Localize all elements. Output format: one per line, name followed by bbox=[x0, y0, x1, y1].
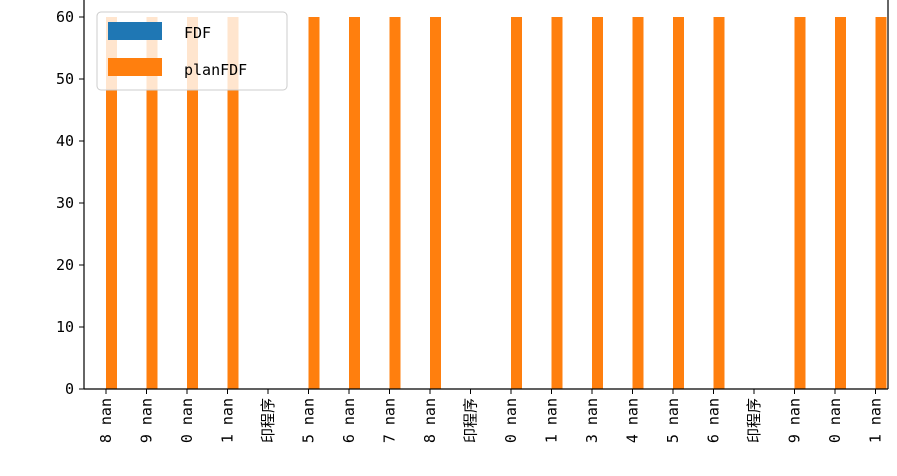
bar-planfdf-1 bbox=[146, 17, 158, 389]
x-tick-label-16: 印程序 bbox=[745, 398, 763, 443]
bar-planfdf-12 bbox=[592, 17, 603, 389]
x-tick-label-11: 1 nan bbox=[543, 398, 561, 443]
x-tick-label-9: 印程序 bbox=[462, 398, 480, 443]
x-tick-label-19: 1 nan bbox=[867, 398, 885, 443]
y-tick-label-0: 0 bbox=[65, 380, 74, 398]
legend-swatch-fdf bbox=[108, 22, 162, 40]
x-tick-label-18: 0 nan bbox=[826, 398, 844, 443]
x-tick-label-17: 9 nan bbox=[786, 398, 804, 443]
bar-planfdf-2 bbox=[187, 17, 198, 389]
legend-swatch-planfdf bbox=[108, 58, 162, 76]
legend-label-planfdf: planFDF bbox=[184, 61, 247, 79]
x-tick-label-15: 6 nan bbox=[705, 398, 723, 443]
y-tick-label-60: 60 bbox=[56, 8, 74, 26]
x-tick-label-5: 5 nan bbox=[300, 398, 318, 443]
x-tick-label-4: 印程序 bbox=[259, 398, 277, 443]
bar-planfdf-13 bbox=[632, 17, 644, 389]
y-tick-label-50: 50 bbox=[56, 70, 74, 88]
x-tick-label-12: 3 nan bbox=[583, 398, 601, 443]
y-tick-label-10: 10 bbox=[56, 318, 74, 336]
bar-planfdf-6 bbox=[349, 17, 360, 389]
x-tick-label-14: 5 nan bbox=[664, 398, 682, 443]
y-tick-label-40: 40 bbox=[56, 132, 74, 150]
x-tick-label-6: 6 nan bbox=[340, 398, 358, 443]
bar-planfdf-18 bbox=[835, 17, 846, 389]
x-tick-label-2: 0 nan bbox=[178, 398, 196, 443]
bar-planfdf-15 bbox=[713, 17, 725, 389]
y-ticks: 0 10 20 30 40 50 60 bbox=[56, 8, 84, 398]
bar-planfdf-5 bbox=[308, 17, 320, 389]
x-ticks: 8 nan 9 nan 0 nan 1 nan 印程序 5 nan 6 nan 7 nan 8 … bbox=[97, 389, 885, 443]
bar-planfdf-8 bbox=[430, 17, 441, 389]
bar-planfdf-0 bbox=[106, 17, 117, 389]
bar-planfdf-14 bbox=[673, 17, 684, 389]
y-tick-label-20: 20 bbox=[56, 256, 74, 274]
bar-planfdf-19 bbox=[875, 17, 887, 389]
legend: FDF planFDF bbox=[96, 11, 288, 91]
x-tick-label-1: 9 nan bbox=[138, 398, 156, 443]
x-tick-label-13: 4 nan bbox=[624, 398, 642, 443]
bars-group bbox=[106, 17, 887, 389]
x-tick-label-8: 8 nan bbox=[421, 398, 439, 443]
bar-planfdf-7 bbox=[389, 17, 401, 389]
x-tick-label-10: 0 nan bbox=[502, 398, 520, 443]
bar-planfdf-3 bbox=[227, 17, 239, 389]
x-tick-label-7: 7 nan bbox=[381, 398, 399, 443]
x-tick-label-0: 8 nan bbox=[97, 398, 115, 443]
bar-planfdf-10 bbox=[511, 17, 522, 389]
y-tick-label-30: 30 bbox=[56, 194, 74, 212]
bar-planfdf-17 bbox=[794, 17, 806, 389]
bar-planfdf-11 bbox=[551, 17, 563, 389]
legend-label-fdf: FDF bbox=[184, 24, 211, 42]
x-tick-label-3: 1 nan bbox=[219, 398, 237, 443]
